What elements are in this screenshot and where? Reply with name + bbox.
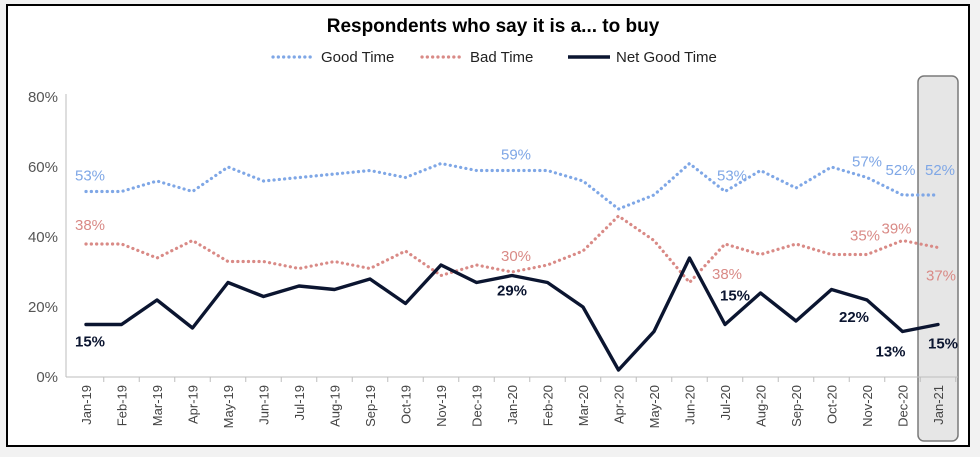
x-tick-label: Feb-20	[541, 385, 556, 426]
data-label-net-good-time: 13%	[875, 344, 905, 361]
data-label-net-good-time: 15%	[75, 334, 105, 351]
x-tick-label: Sep-20	[789, 385, 804, 427]
series-layer	[86, 164, 938, 371]
x-tick-label: May-19	[221, 385, 236, 428]
x-tick-label: Aug-20	[754, 385, 769, 427]
data-label-bad-time: 39%	[881, 221, 911, 238]
data-labels: 53%59%53%57% 52% 52%38%30%38%35% 39%37%15%2…	[75, 147, 958, 361]
x-tick-label: Jun-20	[683, 385, 698, 425]
x-tick-label: Oct-19	[399, 385, 414, 424]
y-tick-label: 0%	[36, 369, 58, 386]
y-axis: 0% 20% 40% 60% 80%	[28, 89, 66, 386]
data-label-net-good-time: 15%	[928, 336, 958, 353]
x-axis: Jan-19 Feb-19 Mar-19 Apr-19 May-19 Jun-19 Jul-…	[66, 377, 958, 428]
x-tick-label: Jun-19	[257, 385, 272, 425]
chart-frame: Respondents who say it is a... to buy Go…	[6, 4, 970, 447]
chart-title: Respondents who say it is a... to buy	[327, 16, 660, 37]
y-tick-label: 20%	[28, 299, 58, 316]
data-label-good-time: 52%	[885, 162, 915, 179]
data-label-bad-time: 37%	[926, 268, 956, 285]
legend-label: Bad Time	[470, 49, 533, 66]
data-label-net-good-time: 22%	[839, 309, 869, 326]
x-tick-label: Nov-20	[860, 385, 875, 427]
y-tick-label: 40%	[28, 229, 58, 246]
data-label-good-time: 53%	[717, 168, 747, 185]
y-tick-label: 80%	[28, 89, 58, 106]
data-label-bad-time: 30%	[501, 248, 531, 265]
line-chart: Respondents who say it is a... to buy Go…	[8, 6, 968, 445]
x-tick-label: May-20	[647, 385, 662, 428]
data-label-bad-time: 35%	[850, 228, 880, 245]
x-tick-label: Oct-20	[825, 385, 840, 424]
series-line-net-good-time	[86, 258, 938, 370]
data-label-net-good-time: 29%	[497, 283, 527, 300]
data-label-net-good-time: 15%	[720, 288, 750, 305]
x-tick-label: Jan-21	[931, 385, 946, 425]
legend-item-bad-time: Bad Time	[422, 49, 533, 66]
series-line-good-time	[86, 164, 938, 210]
x-tick-label: Jul-19	[292, 385, 307, 420]
legend: Good Time Bad Time Net Good Time	[273, 49, 717, 66]
data-label-bad-time: 38%	[712, 266, 742, 283]
legend-label: Good Time	[321, 49, 394, 66]
x-tick-label: Dec-19	[470, 385, 485, 427]
data-label-good-time: 59%	[501, 147, 531, 164]
legend-item-net-good-time: Net Good Time	[568, 49, 717, 66]
x-tick-label: Feb-19	[115, 385, 130, 426]
legend-label: Net Good Time	[616, 49, 717, 66]
x-tick-label: Dec-20	[896, 385, 911, 427]
data-label-bad-time: 38%	[75, 217, 105, 234]
x-tick-label: Jan-19	[79, 385, 94, 425]
x-tick-label: Jul-20	[718, 385, 733, 420]
x-tick-label: Apr-19	[186, 385, 201, 424]
y-tick-label: 60%	[28, 159, 58, 176]
x-tick-label: Apr-20	[612, 385, 627, 424]
x-tick-label: Nov-19	[434, 385, 449, 427]
x-tick-label: Mar-20	[576, 385, 591, 426]
x-tick-label: Aug-19	[328, 385, 343, 427]
legend-item-good-time: Good Time	[273, 49, 394, 66]
x-tick-label: Jan-20	[505, 385, 520, 425]
data-label-good-time: 53%	[75, 168, 105, 185]
data-label-good-time: 52%	[925, 162, 955, 179]
x-tick-label: Sep-19	[363, 385, 378, 427]
x-tick-label: Mar-19	[150, 385, 165, 426]
data-label-good-time: 57%	[852, 154, 882, 171]
